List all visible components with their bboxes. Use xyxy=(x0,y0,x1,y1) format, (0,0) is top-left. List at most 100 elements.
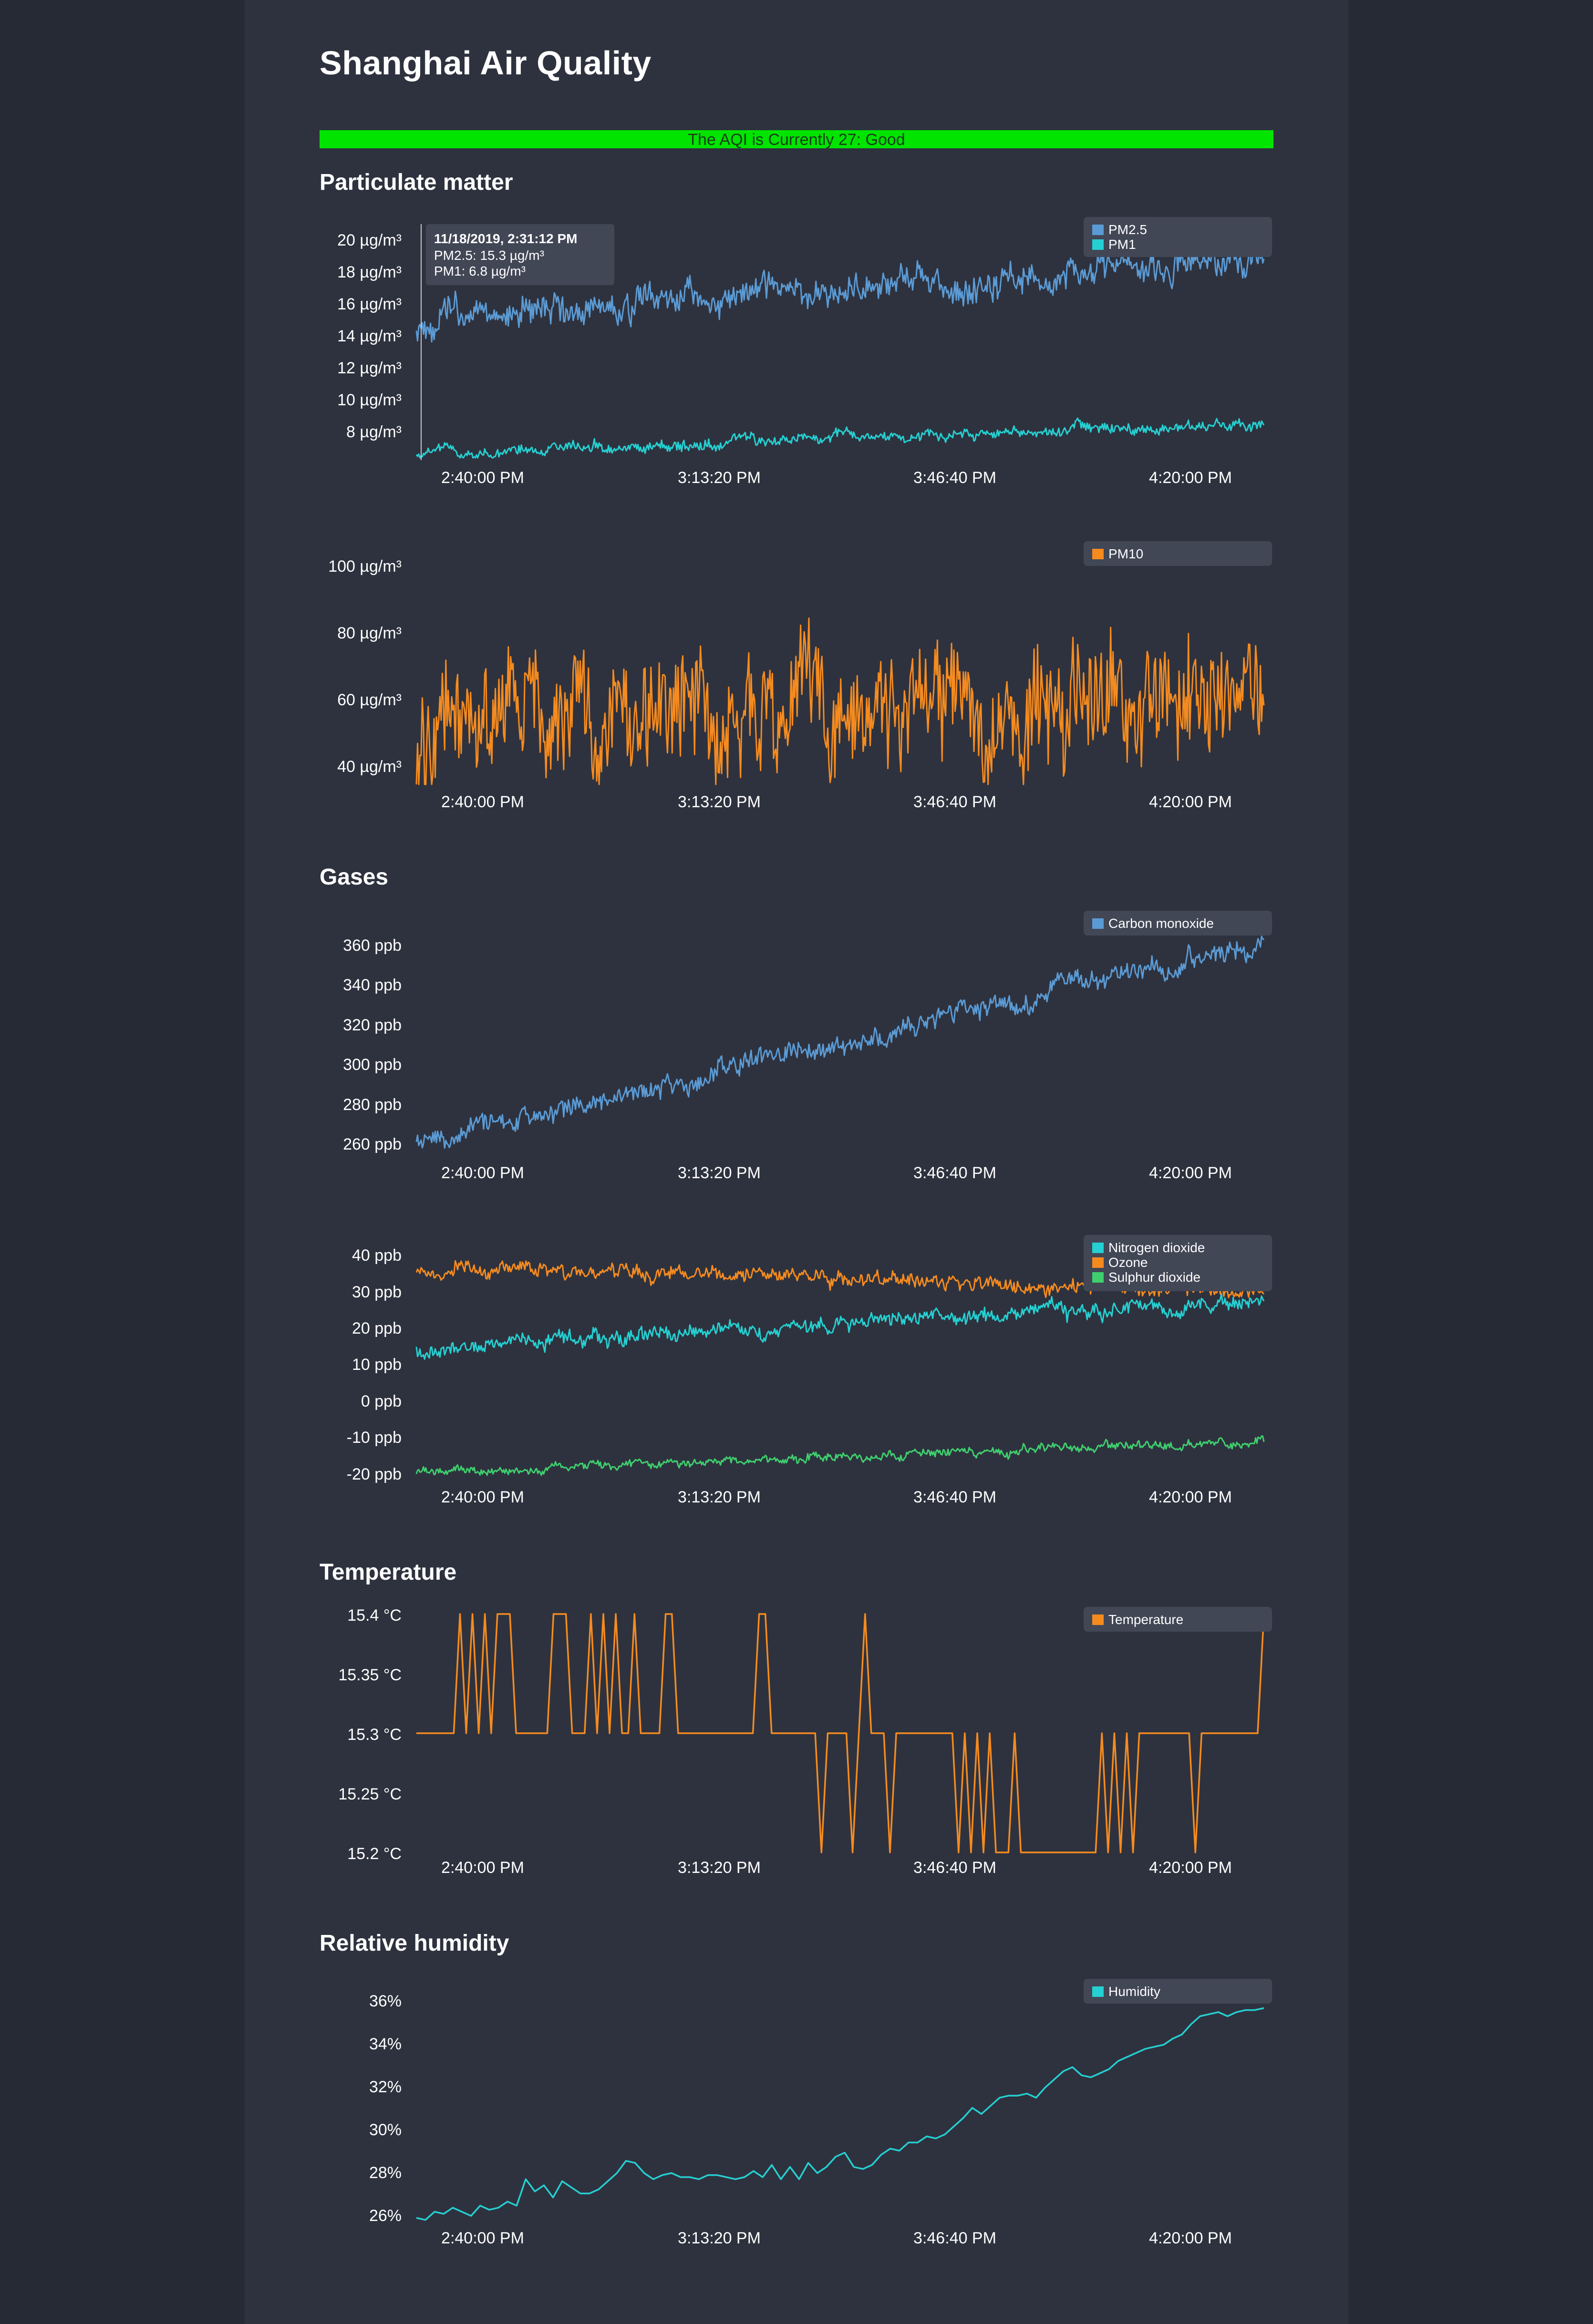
y-tick-label: 34% xyxy=(369,2035,402,2053)
x-tick-label: 2:40:00 PM xyxy=(441,1488,524,1506)
y-tick-label: 340 ppb xyxy=(343,976,402,994)
legend-swatch xyxy=(1092,225,1104,235)
y-tick-label: 10 ppb xyxy=(352,1356,402,1374)
content-area xyxy=(245,0,1348,2324)
legend-swatch xyxy=(1092,239,1104,250)
y-tick-label: 10 µg/m³ xyxy=(337,391,402,409)
legend-box xyxy=(1084,911,1272,936)
y-tick-label: 15.35 °C xyxy=(338,1666,402,1684)
legend-swatch xyxy=(1092,1257,1104,1268)
legend-label: Nitrogen dioxide xyxy=(1108,1240,1205,1255)
y-tick-label: -10 ppb xyxy=(347,1429,402,1447)
x-tick-label: 2:40:00 PM xyxy=(441,793,524,811)
y-tick-label: 32% xyxy=(369,2078,402,2096)
series-line-humidity xyxy=(416,2007,1264,2221)
x-tick-label: 3:46:40 PM xyxy=(913,793,996,811)
y-tick-label: 320 ppb xyxy=(343,1016,402,1034)
series-line-nitrogen-dioxide xyxy=(415,1293,1265,1360)
y-tick-label: 40 µg/m³ xyxy=(337,758,402,776)
y-tick-label: 20 µg/m³ xyxy=(337,231,402,249)
y-tick-label: 28% xyxy=(369,2164,402,2182)
y-tick-label: 15.3 °C xyxy=(347,1726,402,1744)
chart-pm-fine: 20 µg/m³ 18 µg/m³ 16 µg/m³ 14 µg/m³ 12 µg/m³… xyxy=(337,217,1272,487)
x-tick-label: 4:20:00 PM xyxy=(1149,1859,1232,1877)
y-tick-label: 26% xyxy=(369,2207,402,2225)
y-tick-label: 12 µg/m³ xyxy=(337,359,402,377)
y-tick-label: 36% xyxy=(369,1992,402,2010)
chart-temperature: 15.4 °C 15.35 °C 15.3 °C 15.25 °C 15.2 °C 2:4… xyxy=(338,1606,1272,1877)
y-tick-label: 18 µg/m³ xyxy=(337,263,402,281)
legend-swatch xyxy=(1092,1272,1104,1283)
legend-box xyxy=(1084,1607,1272,1632)
y-tick-label: 100 µg/m³ xyxy=(328,557,402,576)
chart-humidity: 36% 34% 32% 30% 28% 26% 2:40:00 PM 3:13:20 PM 3:… xyxy=(369,1979,1272,2247)
x-tick-label: 2:40:00 PM xyxy=(441,469,524,487)
legend-label: PM10 xyxy=(1108,546,1143,561)
page-title: Shanghai Air Quality xyxy=(320,44,652,82)
y-tick-label: 15.4 °C xyxy=(347,1606,402,1625)
x-tick-label: 3:13:20 PM xyxy=(678,793,761,811)
series-line-pm1 xyxy=(415,417,1265,459)
tooltip-line: PM1: 6.8 µg/m³ xyxy=(434,264,526,278)
x-tick-label: 3:46:40 PM xyxy=(913,1859,996,1877)
legend-box xyxy=(1084,1235,1272,1291)
x-tick-label: 3:13:20 PM xyxy=(678,1488,761,1506)
x-tick-label: 2:40:00 PM xyxy=(441,2229,524,2247)
y-tick-label: 280 ppb xyxy=(343,1096,402,1114)
y-tick-label: 260 ppb xyxy=(343,1135,402,1153)
legend-label: PM1 xyxy=(1108,237,1136,252)
y-tick-label: 16 µg/m³ xyxy=(337,295,402,313)
x-tick-label: 2:40:00 PM xyxy=(441,1859,524,1877)
y-tick-label: 20 ppb xyxy=(352,1319,402,1337)
aqi-status-banner: The AQI is Currently 27: Good xyxy=(320,130,1273,149)
x-tick-label: 3:13:20 PM xyxy=(678,1859,761,1877)
y-tick-label: 30 ppb xyxy=(352,1283,402,1301)
legend-label: Sulphur dioxide xyxy=(1108,1270,1200,1285)
x-tick-label: 3:13:20 PM xyxy=(678,1164,761,1182)
chart-gases: 40 ppb 30 ppb 20 ppb 10 ppb 0 ppb -10 ppb -20 … xyxy=(347,1235,1272,1506)
x-tick-label: 3:46:40 PM xyxy=(913,2229,996,2247)
y-tick-label: 0 ppb xyxy=(361,1392,402,1410)
legend-swatch xyxy=(1092,549,1104,559)
x-tick-label: 4:20:00 PM xyxy=(1149,793,1232,811)
legend-swatch xyxy=(1092,1986,1104,1997)
x-tick-label: 3:13:20 PM xyxy=(678,469,761,487)
x-tick-label: 4:20:00 PM xyxy=(1149,469,1232,487)
section-heading-humidity: Relative humidity xyxy=(320,1931,509,1956)
x-tick-label: 4:20:00 PM xyxy=(1149,2229,1232,2247)
tooltip-line: PM2.5: 15.3 µg/m³ xyxy=(434,248,544,263)
y-tick-label: 14 µg/m³ xyxy=(337,327,402,345)
x-tick-label: 3:46:40 PM xyxy=(913,1164,996,1182)
section-heading-gases: Gases xyxy=(320,864,389,890)
legend-label: Ozone xyxy=(1108,1255,1148,1270)
x-tick-label: 4:20:00 PM xyxy=(1149,1488,1232,1506)
y-tick-label: 80 µg/m³ xyxy=(337,624,402,642)
legend-box xyxy=(1084,1979,1272,2004)
legend-box xyxy=(1084,217,1272,257)
x-tick-label: 4:20:00 PM xyxy=(1149,1164,1232,1182)
right-margin xyxy=(1348,0,1593,2324)
legend-box xyxy=(1084,541,1272,566)
legend-label: Temperature xyxy=(1108,1612,1183,1627)
legend-label: PM2.5 xyxy=(1108,222,1147,237)
left-margin xyxy=(0,0,245,2324)
y-tick-label: 15.2 °C xyxy=(347,1845,402,1863)
chart-co: 360 ppb 340 ppb 320 ppb 300 ppb 280 ppb 260 p… xyxy=(343,911,1272,1182)
section-heading-particulate: Particulate matter xyxy=(320,170,513,195)
x-tick-label: 3:46:40 PM xyxy=(913,1488,996,1506)
legend-swatch xyxy=(1092,1614,1104,1625)
x-tick-label: 3:46:40 PM xyxy=(913,469,996,487)
y-tick-label: 40 ppb xyxy=(352,1246,402,1265)
x-tick-label: 2:40:00 PM xyxy=(441,1164,524,1182)
legend-swatch xyxy=(1092,1243,1104,1253)
series-line-temperature xyxy=(416,1613,1265,1853)
section-heading-temperature: Temperature xyxy=(320,1560,457,1585)
y-tick-label: 30% xyxy=(369,2121,402,2139)
chart-pm10: 100 µg/m³ 80 µg/m³ 60 µg/m³ 40 µg/m³ 2:40:00… xyxy=(328,541,1272,811)
y-tick-label: 360 ppb xyxy=(343,936,402,955)
hover-tooltip: 11/18/2019, 2:31:12 PM PM2.5: 15.3 µg/m³P… xyxy=(421,224,614,460)
tooltip-title: 11/18/2019, 2:31:12 PM xyxy=(434,231,577,246)
legend-label: Carbon monoxide xyxy=(1108,916,1214,931)
y-tick-label: 60 µg/m³ xyxy=(337,691,402,709)
